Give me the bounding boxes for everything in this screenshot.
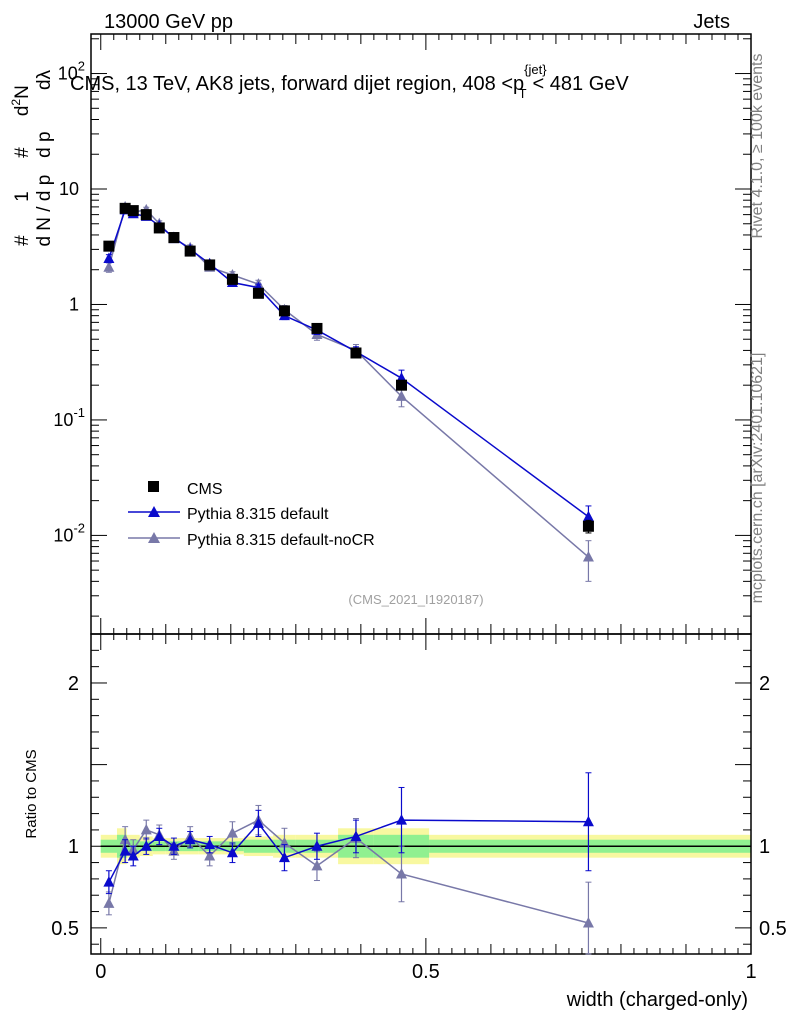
main-point-cms <box>119 202 131 214</box>
rivet-label: Rivet 4.1.0, ≥ 100k events <box>749 54 766 239</box>
ratio-panel: 0.5 0.51 12 20 0.5 1 <box>51 633 786 983</box>
main-point-default <box>103 252 115 264</box>
ratio-point-default <box>184 833 196 845</box>
main-series-line-default <box>108 208 589 518</box>
main-series-line-nocr <box>108 205 589 558</box>
ratio-point-default <box>127 850 139 861</box>
ratio-point-default <box>311 840 323 851</box>
ratio-point-nocr <box>582 916 594 928</box>
plot-title: CMS, 13 TeV, AK8 jets, forward dijet reg… <box>70 62 629 101</box>
ratio-point-default <box>103 876 115 887</box>
category-label: Jets <box>693 11 730 33</box>
ratio-point-default <box>278 851 290 863</box>
ratio-y-tick-label-left: 2 <box>68 673 79 695</box>
energy-label: 13000 GeV pp <box>104 11 233 33</box>
main-point-nocr <box>395 390 407 401</box>
legend-cms-label: CMS <box>187 481 223 498</box>
ratio-point-default <box>140 840 152 851</box>
legend-default-marker <box>148 506 160 517</box>
legend: CMS Pythia 8.315 default Pythia 8.315 de… <box>128 481 375 549</box>
ratio-series-layer <box>103 772 594 955</box>
legend-nocr-marker <box>148 532 160 543</box>
ratio-point-default <box>153 830 165 841</box>
ratio-axis-ticks: 0.5 0.51 12 20 0.5 1 <box>51 634 786 983</box>
main-y-tick-label: 10 <box>59 179 79 199</box>
ratio-point-nocr <box>311 859 323 871</box>
ratio-point-default <box>252 817 264 828</box>
ratio-point-default <box>204 838 216 850</box>
main-y-axis-label-group: # 1 d N / d p # d p d2N dλ <box>9 69 55 246</box>
plot-title-super: {jet} <box>524 62 547 77</box>
ratio-uncertainty-bands <box>100 828 751 865</box>
x-axis-label: width (charged-only) <box>566 989 748 1011</box>
main-point-cms <box>127 205 139 217</box>
main-y-tick-label: 102 <box>58 59 85 84</box>
main-y-axis-label: # 1 d N / d p # d p d2N dλ <box>9 69 55 246</box>
ratio-y-tick-label-right: 2 <box>759 673 770 695</box>
plot-title-main: CMS, 13 TeV, AK8 jets, forward dijet reg… <box>70 73 524 95</box>
ratio-point-default <box>119 845 131 856</box>
ratio-point-nocr <box>204 850 216 861</box>
main-point-nocr <box>103 261 115 272</box>
ratio-point-nocr <box>395 868 407 879</box>
legend-default-label: Pythia 8.315 default <box>187 506 329 523</box>
main-point-cms <box>278 305 290 317</box>
ratio-point-default <box>582 815 594 827</box>
main-point-cms <box>582 520 594 532</box>
main-point-cms <box>168 232 180 244</box>
ratio-point-nocr <box>140 823 152 835</box>
ratio-point-default <box>350 830 362 841</box>
main-series-layer <box>103 200 594 582</box>
main-y-tick-label: 10-1 <box>53 405 85 430</box>
ratio-point-default <box>168 840 180 851</box>
main-point-cms <box>153 222 165 234</box>
plot-title-sub: T <box>519 86 527 101</box>
main-point-cms <box>204 259 216 271</box>
x-tick-label: 0 <box>95 961 106 983</box>
main-point-cms <box>252 287 264 299</box>
ratio-panel-frame <box>90 633 752 955</box>
x-tick-label: 1 <box>745 961 756 983</box>
main-panel: 10-2 10-1 1 10 102 CMS, 13 TeV, AK8 jets, fo… <box>53 33 752 635</box>
main-point-cms <box>350 347 362 359</box>
main-point-cms <box>395 379 407 391</box>
mcplots-label: mcplots.cern.ch [arXiv:2401.10621] <box>749 353 766 604</box>
main-point-cms <box>226 273 238 285</box>
ratio-y-tick-label-right: 1 <box>759 836 770 858</box>
analysis-id: (CMS_2021_I1920187) <box>348 592 483 607</box>
main-point-cms <box>184 245 196 257</box>
ratio-y-tick-label-left: 1 <box>68 836 79 858</box>
main-point-cms <box>140 209 152 221</box>
legend-nocr-label: Pythia 8.315 default-noCR <box>187 532 375 549</box>
main-point-cms <box>103 240 115 252</box>
plot-title-end: < 481 GeV <box>533 73 630 95</box>
main-y-tick-label: 1 <box>69 294 79 314</box>
ratio-point-nocr <box>103 897 115 908</box>
main-axis-ticks: 10-2 10-1 1 10 102 <box>53 34 752 634</box>
ratio-point-nocr <box>226 827 238 838</box>
x-tick-label: 0.5 <box>412 961 440 983</box>
main-point-cms <box>311 322 323 334</box>
legend-cms-marker <box>148 481 159 492</box>
main-point-default <box>582 510 594 522</box>
main-y-tick-label: 10-2 <box>53 520 85 545</box>
ratio-point-nocr <box>119 833 131 845</box>
ratio-y-tick-label-right: 0.5 <box>759 918 786 940</box>
ratio-y-axis-label: Ratio to CMS <box>23 749 40 838</box>
ratio-point-default <box>395 814 407 825</box>
ratio-y-tick-label-left: 0.5 <box>51 918 79 940</box>
ratio-point-default <box>226 846 238 858</box>
main-point-nocr <box>582 551 594 562</box>
